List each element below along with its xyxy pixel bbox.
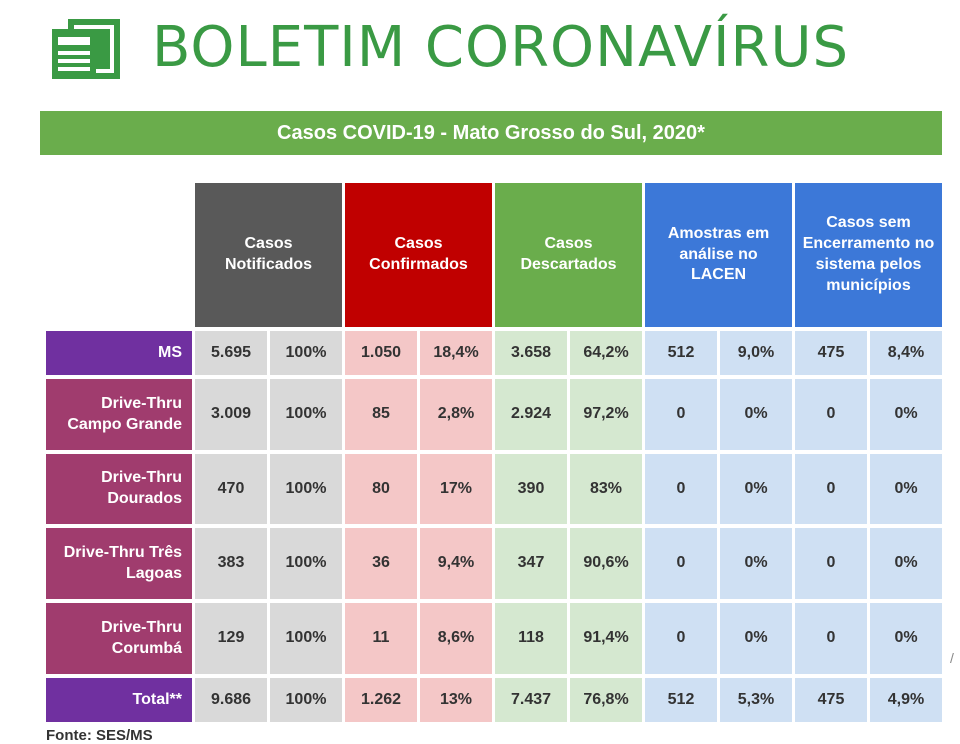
header: BOLETIM CORONAVÍRUS xyxy=(48,8,948,88)
table-cell: 0 xyxy=(795,379,867,450)
source-footnote: Fonte: SES/MS xyxy=(46,727,153,744)
table-cell: 9,4% xyxy=(420,528,492,599)
table-cell: 9,0% xyxy=(720,331,792,375)
column-header-confirmados: Casos Confirmados xyxy=(345,183,492,327)
table-cell: 100% xyxy=(270,454,342,524)
edge-mark: / xyxy=(950,650,954,666)
table-cell: 475 xyxy=(795,678,867,722)
table-cell: 347 xyxy=(495,528,567,599)
row-label: MS xyxy=(46,331,192,375)
table-cell: 80 xyxy=(345,454,417,524)
table-cell: 3.009 xyxy=(195,379,267,450)
table-cell: 97,2% xyxy=(570,379,642,450)
table-cell: 512 xyxy=(645,678,717,722)
page-title: BOLETIM CORONAVÍRUS xyxy=(152,15,849,80)
table-cell: 129 xyxy=(195,603,267,674)
table-cell: 0% xyxy=(870,528,942,599)
table-cell: 100% xyxy=(270,379,342,450)
column-header-notificados: Casos Notificados xyxy=(195,183,342,327)
table-caption-banner: Casos COVID-19 - Mato Grosso do Sul, 202… xyxy=(40,111,942,155)
column-header-sem-encerramento: Casos sem Encerramento no sistema pelos … xyxy=(795,183,942,327)
covid-cases-table: Casos Notificados Casos Confirmados Caso… xyxy=(46,183,942,722)
table-cell: 5,3% xyxy=(720,678,792,722)
header-corner xyxy=(46,183,192,327)
table-cell: 0% xyxy=(720,454,792,524)
table-cell: 3.658 xyxy=(495,331,567,375)
table-cell: 2.924 xyxy=(495,379,567,450)
table-cell: 0 xyxy=(795,603,867,674)
table-cell: 0% xyxy=(870,603,942,674)
table-cell: 1.262 xyxy=(345,678,417,722)
table-cell: 7.437 xyxy=(495,678,567,722)
table-cell: 118 xyxy=(495,603,567,674)
table-cell: 13% xyxy=(420,678,492,722)
table-cell: 0 xyxy=(645,528,717,599)
table-cell: 91,4% xyxy=(570,603,642,674)
table-cell: 512 xyxy=(645,331,717,375)
row-label: Drive-Thru Três Lagoas xyxy=(46,528,192,599)
table-cell: 4,9% xyxy=(870,678,942,722)
table-cell: 100% xyxy=(270,528,342,599)
table-cell: 0 xyxy=(795,454,867,524)
table-cell: 383 xyxy=(195,528,267,599)
column-header-amostras: Amostras em análise no LACEN xyxy=(645,183,792,327)
column-header-descartados: Casos Descartados xyxy=(495,183,642,327)
row-label: Drive-Thru Corumbá xyxy=(46,603,192,674)
table-cell: 9.686 xyxy=(195,678,267,722)
table-cell: 18,4% xyxy=(420,331,492,375)
row-label: Drive-Thru Dourados xyxy=(46,454,192,524)
table-cell: 5.695 xyxy=(195,331,267,375)
table-cell: 0 xyxy=(645,454,717,524)
table-cell: 76,8% xyxy=(570,678,642,722)
newspaper-icon xyxy=(52,19,120,79)
table-cell: 90,6% xyxy=(570,528,642,599)
row-label: Total** xyxy=(46,678,192,722)
table-cell: 8,6% xyxy=(420,603,492,674)
row-label: Drive-Thru Campo Grande xyxy=(46,379,192,450)
table-cell: 1.050 xyxy=(345,331,417,375)
table-cell: 0% xyxy=(720,379,792,450)
table-cell: 470 xyxy=(195,454,267,524)
table-cell: 0% xyxy=(720,603,792,674)
table-cell: 100% xyxy=(270,331,342,375)
table-cell: 85 xyxy=(345,379,417,450)
table-cell: 17% xyxy=(420,454,492,524)
table-cell: 11 xyxy=(345,603,417,674)
table-cell: 36 xyxy=(345,528,417,599)
table-cell: 0% xyxy=(870,454,942,524)
table-cell: 0% xyxy=(870,379,942,450)
table-cell: 0 xyxy=(645,603,717,674)
table-cell: 475 xyxy=(795,331,867,375)
table-cell: 2,8% xyxy=(420,379,492,450)
table-cell: 0% xyxy=(720,528,792,599)
table-cell: 8,4% xyxy=(870,331,942,375)
table-cell: 0 xyxy=(795,528,867,599)
table-cell: 83% xyxy=(570,454,642,524)
table-cell: 100% xyxy=(270,603,342,674)
table-cell: 100% xyxy=(270,678,342,722)
table-cell: 390 xyxy=(495,454,567,524)
table-cell: 0 xyxy=(645,379,717,450)
table-cell: 64,2% xyxy=(570,331,642,375)
